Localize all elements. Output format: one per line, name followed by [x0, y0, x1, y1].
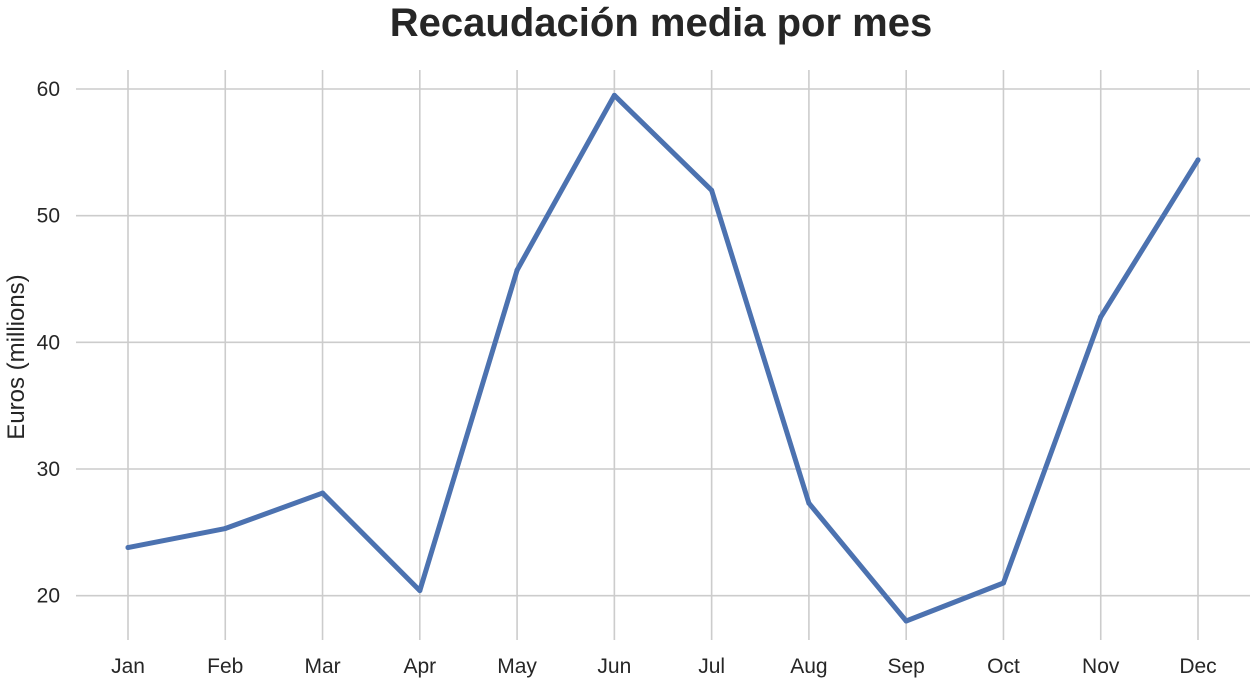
y-tick-label: 60 [37, 78, 60, 101]
x-tick-label: Jan [111, 655, 145, 678]
data-point [514, 267, 520, 273]
data-point [417, 588, 423, 594]
y-tick-label: 30 [37, 458, 60, 481]
series-line [125, 92, 1201, 624]
chart-title: Recaudación media por mes [390, 1, 932, 45]
x-tick-label: Feb [207, 655, 243, 678]
grid [76, 70, 1250, 640]
y-tick-label: 50 [37, 205, 60, 228]
data-point [1000, 580, 1006, 586]
data-point [222, 526, 228, 532]
data-point [709, 187, 715, 193]
series-layer [125, 92, 1201, 624]
data-point [611, 92, 617, 98]
data-point [1195, 157, 1201, 163]
y-axis-ticks: 20 30 40 50 60 [37, 78, 60, 608]
y-tick-label: 40 [37, 331, 60, 354]
x-axis-ticks: Jan Feb Mar Apr May Jun Jul Aug Sep Oct Nov Dec [111, 655, 1217, 678]
data-point [125, 545, 131, 551]
x-tick-label: Apr [403, 655, 436, 678]
x-tick-label: Mar [304, 655, 340, 678]
x-tick-label: Dec [1179, 655, 1216, 678]
y-tick-label: 20 [37, 585, 60, 608]
y-axis-label: Euros (millions) [3, 274, 30, 439]
x-tick-label: Nov [1082, 655, 1120, 678]
x-tick-label: Aug [790, 655, 827, 678]
x-tick-label: Oct [987, 655, 1020, 678]
data-point [320, 490, 326, 496]
data-point [903, 618, 909, 624]
data-point [1098, 314, 1104, 320]
x-tick-label: Jun [597, 655, 631, 678]
x-tick-label: Jul [698, 655, 725, 678]
x-tick-label: Sep [887, 655, 924, 678]
data-point [806, 500, 812, 506]
x-tick-label: May [497, 655, 537, 678]
